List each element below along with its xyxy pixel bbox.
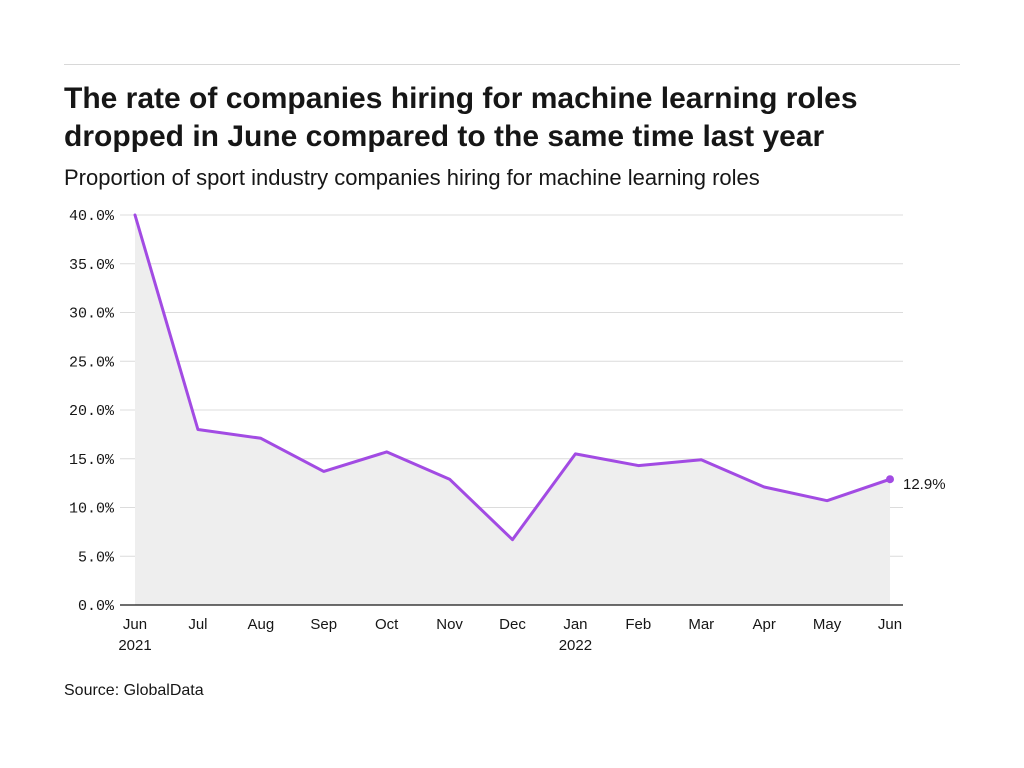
x-tick-label: Jun xyxy=(123,616,147,633)
source-note: Source: GlobalData xyxy=(64,682,204,699)
y-axis-ticks: 0.0% 5.0% 10.0% 15.0% 20.0% 25.0% 30.0% 35.0% 40… xyxy=(69,208,115,615)
data-point xyxy=(196,428,199,431)
x-tick-label: Aug xyxy=(247,616,274,633)
x-tick-label: Jan xyxy=(563,616,587,633)
x-tick-label: Oct xyxy=(375,616,399,633)
end-markers: 12.9% xyxy=(134,214,946,541)
x-tick-label: Feb xyxy=(625,616,651,633)
x-tick-label: Jun xyxy=(878,616,902,633)
end-point-marker xyxy=(886,475,894,484)
data-point xyxy=(134,214,137,217)
data-point xyxy=(385,450,388,453)
y-tick-label: 10.0% xyxy=(69,501,115,518)
series-line xyxy=(133,213,892,542)
x-tick-year-label: 2022 xyxy=(559,637,592,654)
x-axis-ticks: Jun 2021 Jul Aug Sep Oct Nov Dec Jan 2022 Feb Mar Ap… xyxy=(118,616,902,654)
data-point xyxy=(700,458,703,461)
x-tick-label: Mar xyxy=(688,616,714,633)
data-point xyxy=(574,452,577,455)
x-tick-year-label: 2021 xyxy=(118,637,151,654)
y-tick-label: 20.0% xyxy=(69,403,115,420)
x-tick-label: Apr xyxy=(752,616,775,633)
chart-title: The rate of companies hiring for machine… xyxy=(64,82,858,153)
data-point xyxy=(448,478,451,481)
data-point xyxy=(322,470,325,473)
data-point xyxy=(763,486,766,489)
data-point xyxy=(511,538,514,541)
y-tick-label: 40.0% xyxy=(69,208,115,225)
end-value-label: 12.9% xyxy=(903,476,946,493)
area-fill xyxy=(135,215,890,605)
data-point xyxy=(259,437,262,440)
y-tick-label: 35.0% xyxy=(69,257,115,274)
y-tick-label: 25.0% xyxy=(69,354,115,371)
y-tick-label: 0.0% xyxy=(78,598,115,615)
top-divider xyxy=(64,64,960,65)
y-tick-label: 15.0% xyxy=(69,452,115,469)
y-tick-label: 5.0% xyxy=(78,549,115,566)
y-tick-label: 30.0% xyxy=(69,306,115,323)
data-point xyxy=(826,499,829,502)
x-tick-label: Sep xyxy=(310,616,337,633)
x-tick-label: May xyxy=(813,616,842,633)
data-point xyxy=(637,464,640,467)
x-tick-label: Jul xyxy=(188,616,207,633)
x-tick-label: Dec xyxy=(499,616,526,633)
x-tick-label: Nov xyxy=(436,616,463,633)
chart-subtitle: Proportion of sport industry companies h… xyxy=(64,165,760,190)
